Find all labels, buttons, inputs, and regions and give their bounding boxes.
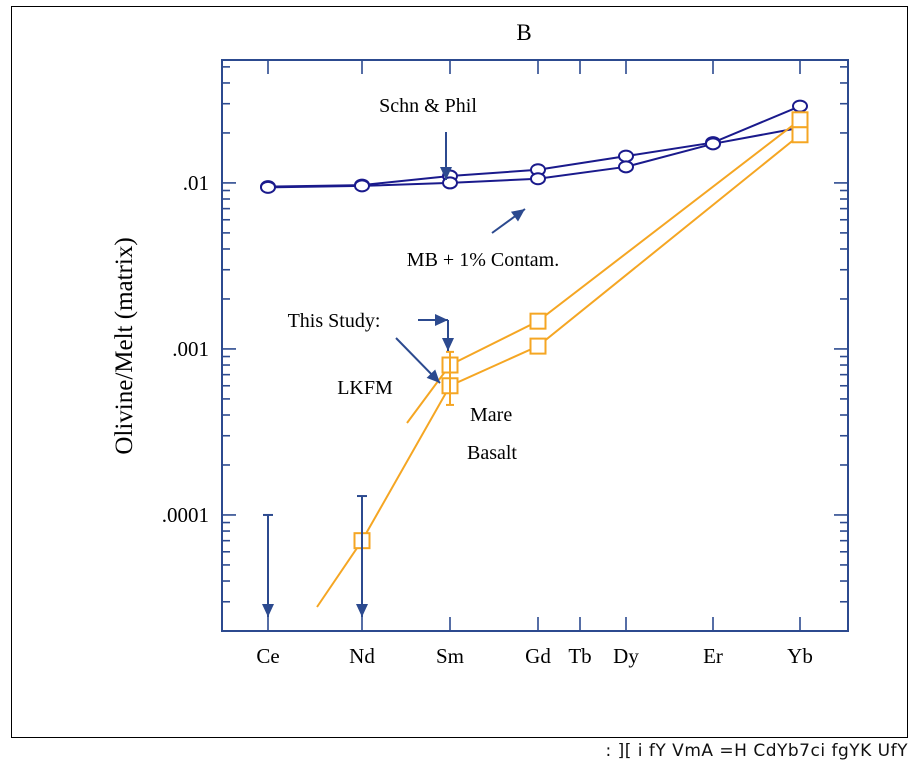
figure-frame	[11, 6, 908, 738]
data-point	[529, 337, 547, 355]
upper-limit-arrow	[262, 514, 274, 617]
x-tick-label: Sm	[436, 644, 464, 668]
annotation-mb-contam: MB + 1% Contam.	[407, 249, 559, 271]
annotation-lkfm: LKFM	[337, 377, 393, 399]
annotation-arrow-mb-contam	[491, 208, 526, 234]
annotation-this-study: This Study:	[288, 310, 381, 332]
x-tick-label: Dy	[613, 644, 639, 668]
series-line-3	[316, 133, 801, 608]
x-tick-label: Tb	[568, 644, 591, 668]
data-point	[791, 111, 809, 129]
y-tick-label: .0001	[162, 503, 209, 527]
plot-area	[221, 59, 849, 632]
data-point	[354, 179, 370, 193]
data-point	[260, 180, 276, 194]
x-tick-label: Gd	[525, 644, 551, 668]
y-tick-label: .01	[183, 171, 209, 195]
data-point	[442, 176, 458, 190]
annotation-arrow-this-study-b	[442, 320, 454, 351]
data-point	[792, 99, 808, 113]
annotation-mare: Mare	[470, 404, 512, 426]
data-point	[530, 172, 546, 186]
x-tick-label: Er	[703, 644, 723, 668]
y-axis-label: Olivine/Melt (matrix)	[111, 237, 138, 454]
y-tick-label: .001	[172, 337, 209, 361]
data-point	[529, 312, 547, 330]
annotation-basalt: Basalt	[467, 442, 517, 464]
data-point	[791, 126, 809, 144]
annotation-arrow-this-study-c	[395, 337, 441, 384]
data-point	[618, 160, 634, 174]
data-point	[618, 149, 634, 163]
x-tick-label: Yb	[787, 644, 813, 668]
annotation-schn-phil: Schn & Phil	[379, 95, 477, 117]
upper-limit-arrow	[356, 496, 368, 617]
annotation-arrow-schn-phil	[440, 132, 452, 180]
x-tick-label: Nd	[349, 644, 375, 668]
data-point	[705, 137, 721, 151]
chart-title: B	[516, 20, 531, 45]
x-tick-label: Ce	[256, 644, 279, 668]
annotation-arrow-this-study-a	[418, 314, 448, 326]
footer-caption: : ][ i fY VmA =H CdYb7ci fgYK UfY	[605, 741, 908, 761]
